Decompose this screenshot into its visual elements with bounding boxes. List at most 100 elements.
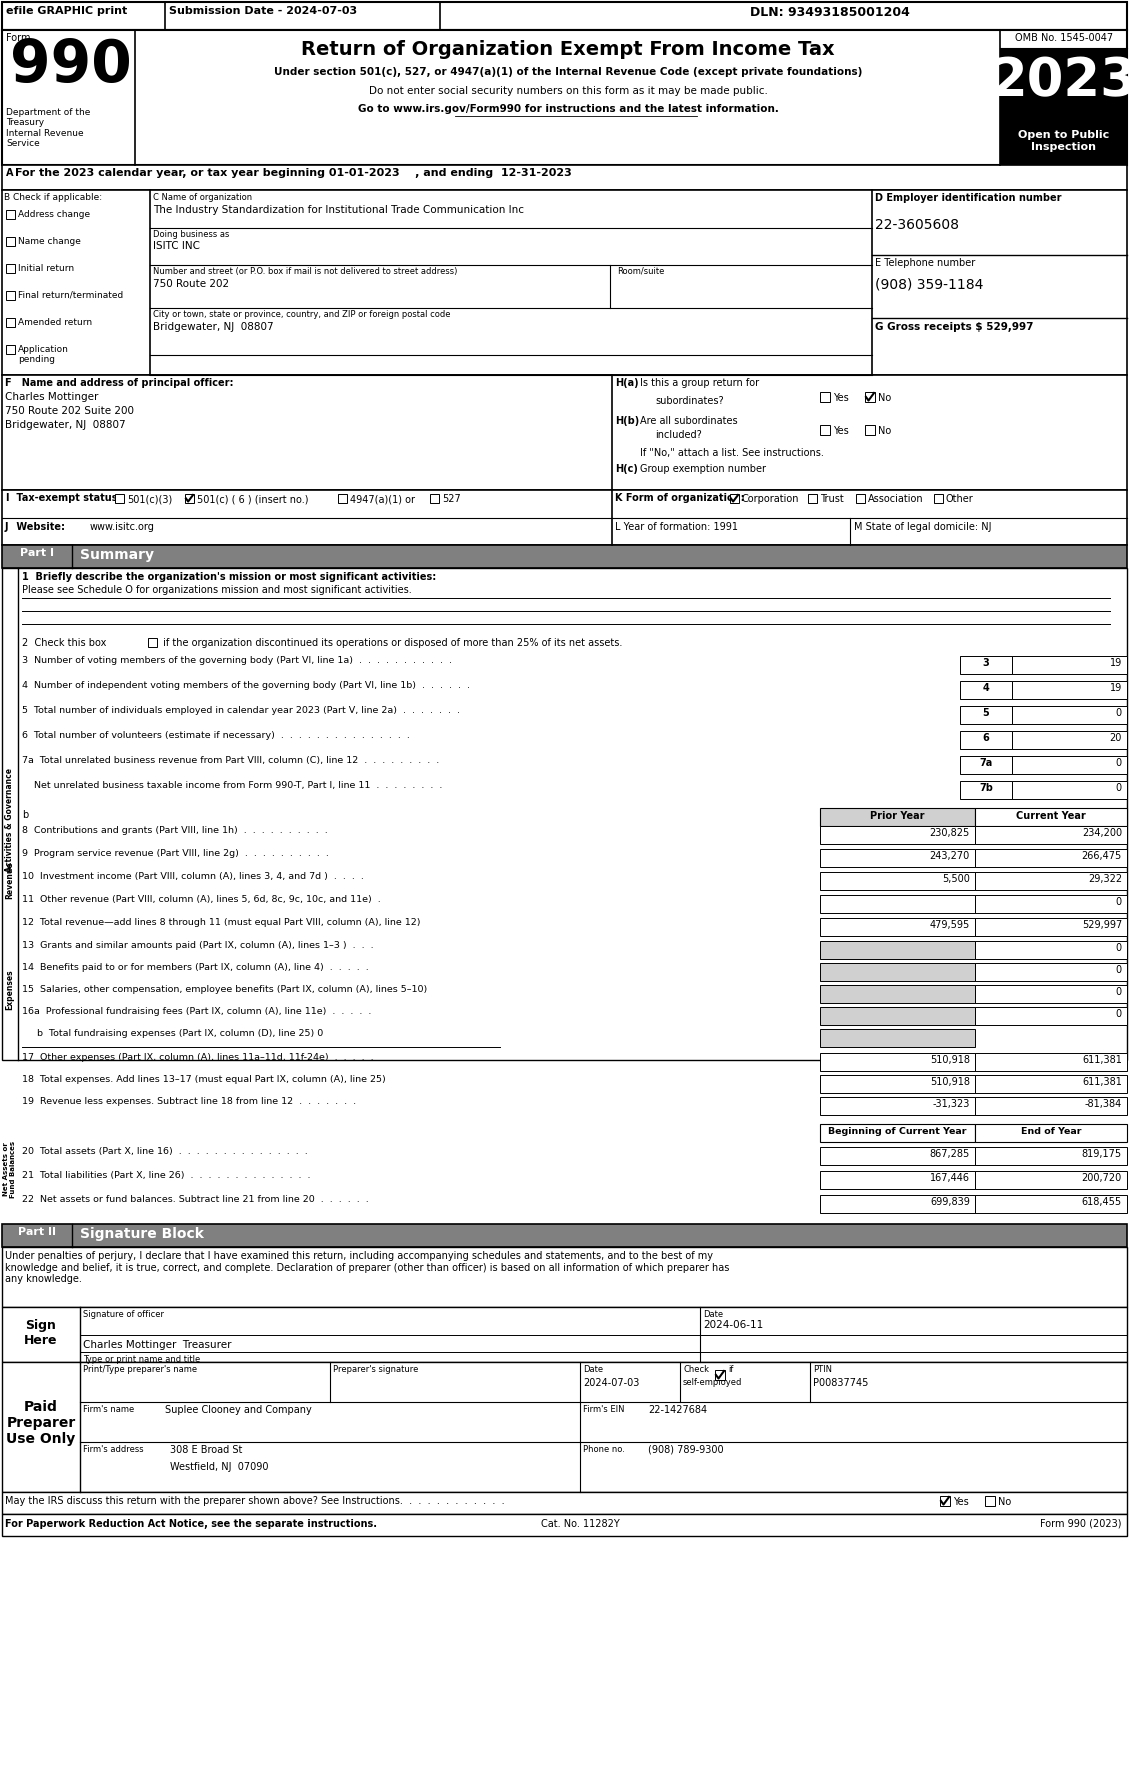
Text: 750 Route 202 Suite 200: 750 Route 202 Suite 200 [5,406,134,417]
Text: 29,322: 29,322 [1088,874,1122,885]
Bar [2,1307,1127,1362]
Text: Group exemption number: Group exemption number [640,464,765,473]
Bar [2,569,1127,1060]
Bar [820,809,975,826]
Bar [115,494,124,503]
Text: b: b [21,811,28,819]
Text: 2023: 2023 [990,55,1129,108]
Bar [975,849,1127,867]
Bar [6,344,15,353]
Text: E Telephone number: E Telephone number [875,258,975,268]
Text: 308 E Broad St: 308 E Broad St [170,1445,243,1455]
Text: 21  Total liabilities (Part X, line 26)  .  .  .  .  .  .  .  .  .  .  .  .  .  : 21 Total liabilities (Part X, line 26) .… [21,1171,310,1180]
Text: Suplee Clooney and Company: Suplee Clooney and Company [165,1406,312,1415]
Text: 4  Number of independent voting members of the governing body (Part VI, line 1b): 4 Number of independent voting members o… [21,682,470,691]
Text: End of Year: End of Year [1021,1127,1082,1136]
Text: 20  Total assets (Part X, line 16)  .  .  .  .  .  .  .  .  .  .  .  .  .  .  .: 20 Total assets (Part X, line 16) . . . … [21,1146,308,1157]
Bar [2,1247,1127,1307]
Text: B Check if applicable:: B Check if applicable: [5,192,102,201]
Bar [960,756,1012,774]
Text: Activities & Governance: Activities & Governance [6,768,15,872]
Bar [960,781,1012,798]
Text: if: if [728,1365,734,1374]
Text: 750 Route 202: 750 Route 202 [154,279,229,290]
Bar [820,1075,975,1093]
Text: Submission Date - 2024-07-03: Submission Date - 2024-07-03 [169,5,357,16]
Text: Firm's name: Firm's name [84,1406,134,1415]
Text: No: No [878,426,891,436]
Text: J: J [5,523,9,532]
Text: Address change: Address change [18,210,90,219]
Text: 501(c) ( 6 ) (insert no.): 501(c) ( 6 ) (insert no.) [196,494,308,503]
Text: No: No [998,1498,1012,1506]
Text: Net Assets or
Fund Balances: Net Assets or Fund Balances [3,1141,17,1197]
Text: 867,285: 867,285 [930,1150,970,1158]
Bar [960,655,1012,675]
Text: 2024-07-03: 2024-07-03 [583,1377,639,1388]
Text: Date: Date [583,1365,603,1374]
Text: Final return/terminated: Final return/terminated [18,291,123,300]
Bar [1000,48,1127,164]
Text: 17  Other expenses (Part IX, column (A), lines 11a–11d, 11f-24e)  .  .  .  .  .: 17 Other expenses (Part IX, column (A), … [21,1053,374,1061]
Text: Room/suite: Room/suite [618,267,664,275]
Bar [1012,731,1127,749]
Text: (908) 789-9300: (908) 789-9300 [648,1445,724,1455]
Text: 16a  Professional fundraising fees (Part IX, column (A), line 11e)  .  .  .  .  : 16a Professional fundraising fees (Part … [21,1007,371,1015]
Text: Other: Other [946,494,973,503]
Text: H(b): H(b) [615,417,639,426]
Text: Application
pending: Application pending [18,344,69,364]
Bar [1012,756,1127,774]
Text: 7b: 7b [979,782,992,793]
Text: 266,475: 266,475 [1082,851,1122,862]
Text: 0: 0 [1115,964,1122,975]
Text: Current Year: Current Year [1016,811,1086,821]
Bar [2,1224,1127,1247]
Text: Charles Mottinger: Charles Mottinger [5,392,98,403]
Text: 529,997: 529,997 [1082,920,1122,931]
Bar [2,546,1127,569]
Text: self-employed: self-employed [683,1377,743,1386]
Text: Association: Association [868,494,924,503]
Text: F   Name and address of principal officer:: F Name and address of principal officer: [5,378,234,389]
Bar [820,1053,975,1070]
Text: 13  Grants and similar amounts paid (Part IX, column (A), lines 1–3 )  .  .  .: 13 Grants and similar amounts paid (Part… [21,941,374,950]
Text: 0: 0 [1115,758,1122,768]
Text: 527: 527 [441,494,461,503]
Bar [975,1097,1127,1114]
Bar [2,1513,1127,1536]
Bar [820,1030,975,1047]
Bar [865,392,875,403]
Bar [148,638,157,646]
Text: Cat. No. 11282Y: Cat. No. 11282Y [541,1519,620,1529]
Text: Check: Check [683,1365,709,1374]
Bar [975,941,1127,959]
Bar [6,237,15,245]
Text: OMB No. 1545-0047: OMB No. 1545-0047 [1015,34,1113,42]
Bar [820,962,975,980]
Text: Paid
Preparer
Use Only: Paid Preparer Use Only [7,1400,76,1446]
Text: 234,200: 234,200 [1082,828,1122,839]
Text: P00837745: P00837745 [813,1377,868,1388]
Bar [185,494,194,503]
Text: Sign
Here: Sign Here [24,1319,58,1347]
Bar [730,494,739,503]
Text: 479,595: 479,595 [930,920,970,931]
Text: The Industry Standardization for Institutional Trade Communication Inc: The Industry Standardization for Institu… [154,205,524,215]
Text: G Gross receipts $ 529,997: G Gross receipts $ 529,997 [875,321,1033,332]
Bar [820,1097,975,1114]
Text: Part I: Part I [20,547,54,558]
Bar [820,1196,975,1213]
Text: 0: 0 [1115,1008,1122,1019]
Text: 243,270: 243,270 [930,851,970,862]
Bar [820,1123,975,1143]
Text: 19: 19 [1110,683,1122,692]
Text: Net unrelated business taxable income from Form 990-T, Part I, line 11  .  .  . : Net unrelated business taxable income fr… [21,781,443,789]
Text: Preparer's signature: Preparer's signature [333,1365,419,1374]
Text: 990: 990 [10,37,132,94]
Text: Signature of officer: Signature of officer [84,1310,164,1319]
Text: Form 990 (2023): Form 990 (2023) [1041,1519,1122,1529]
Bar [975,826,1127,844]
Text: Prior Year: Prior Year [869,811,925,821]
Bar [1012,706,1127,724]
Text: Type or print name and title: Type or print name and title [84,1355,200,1363]
